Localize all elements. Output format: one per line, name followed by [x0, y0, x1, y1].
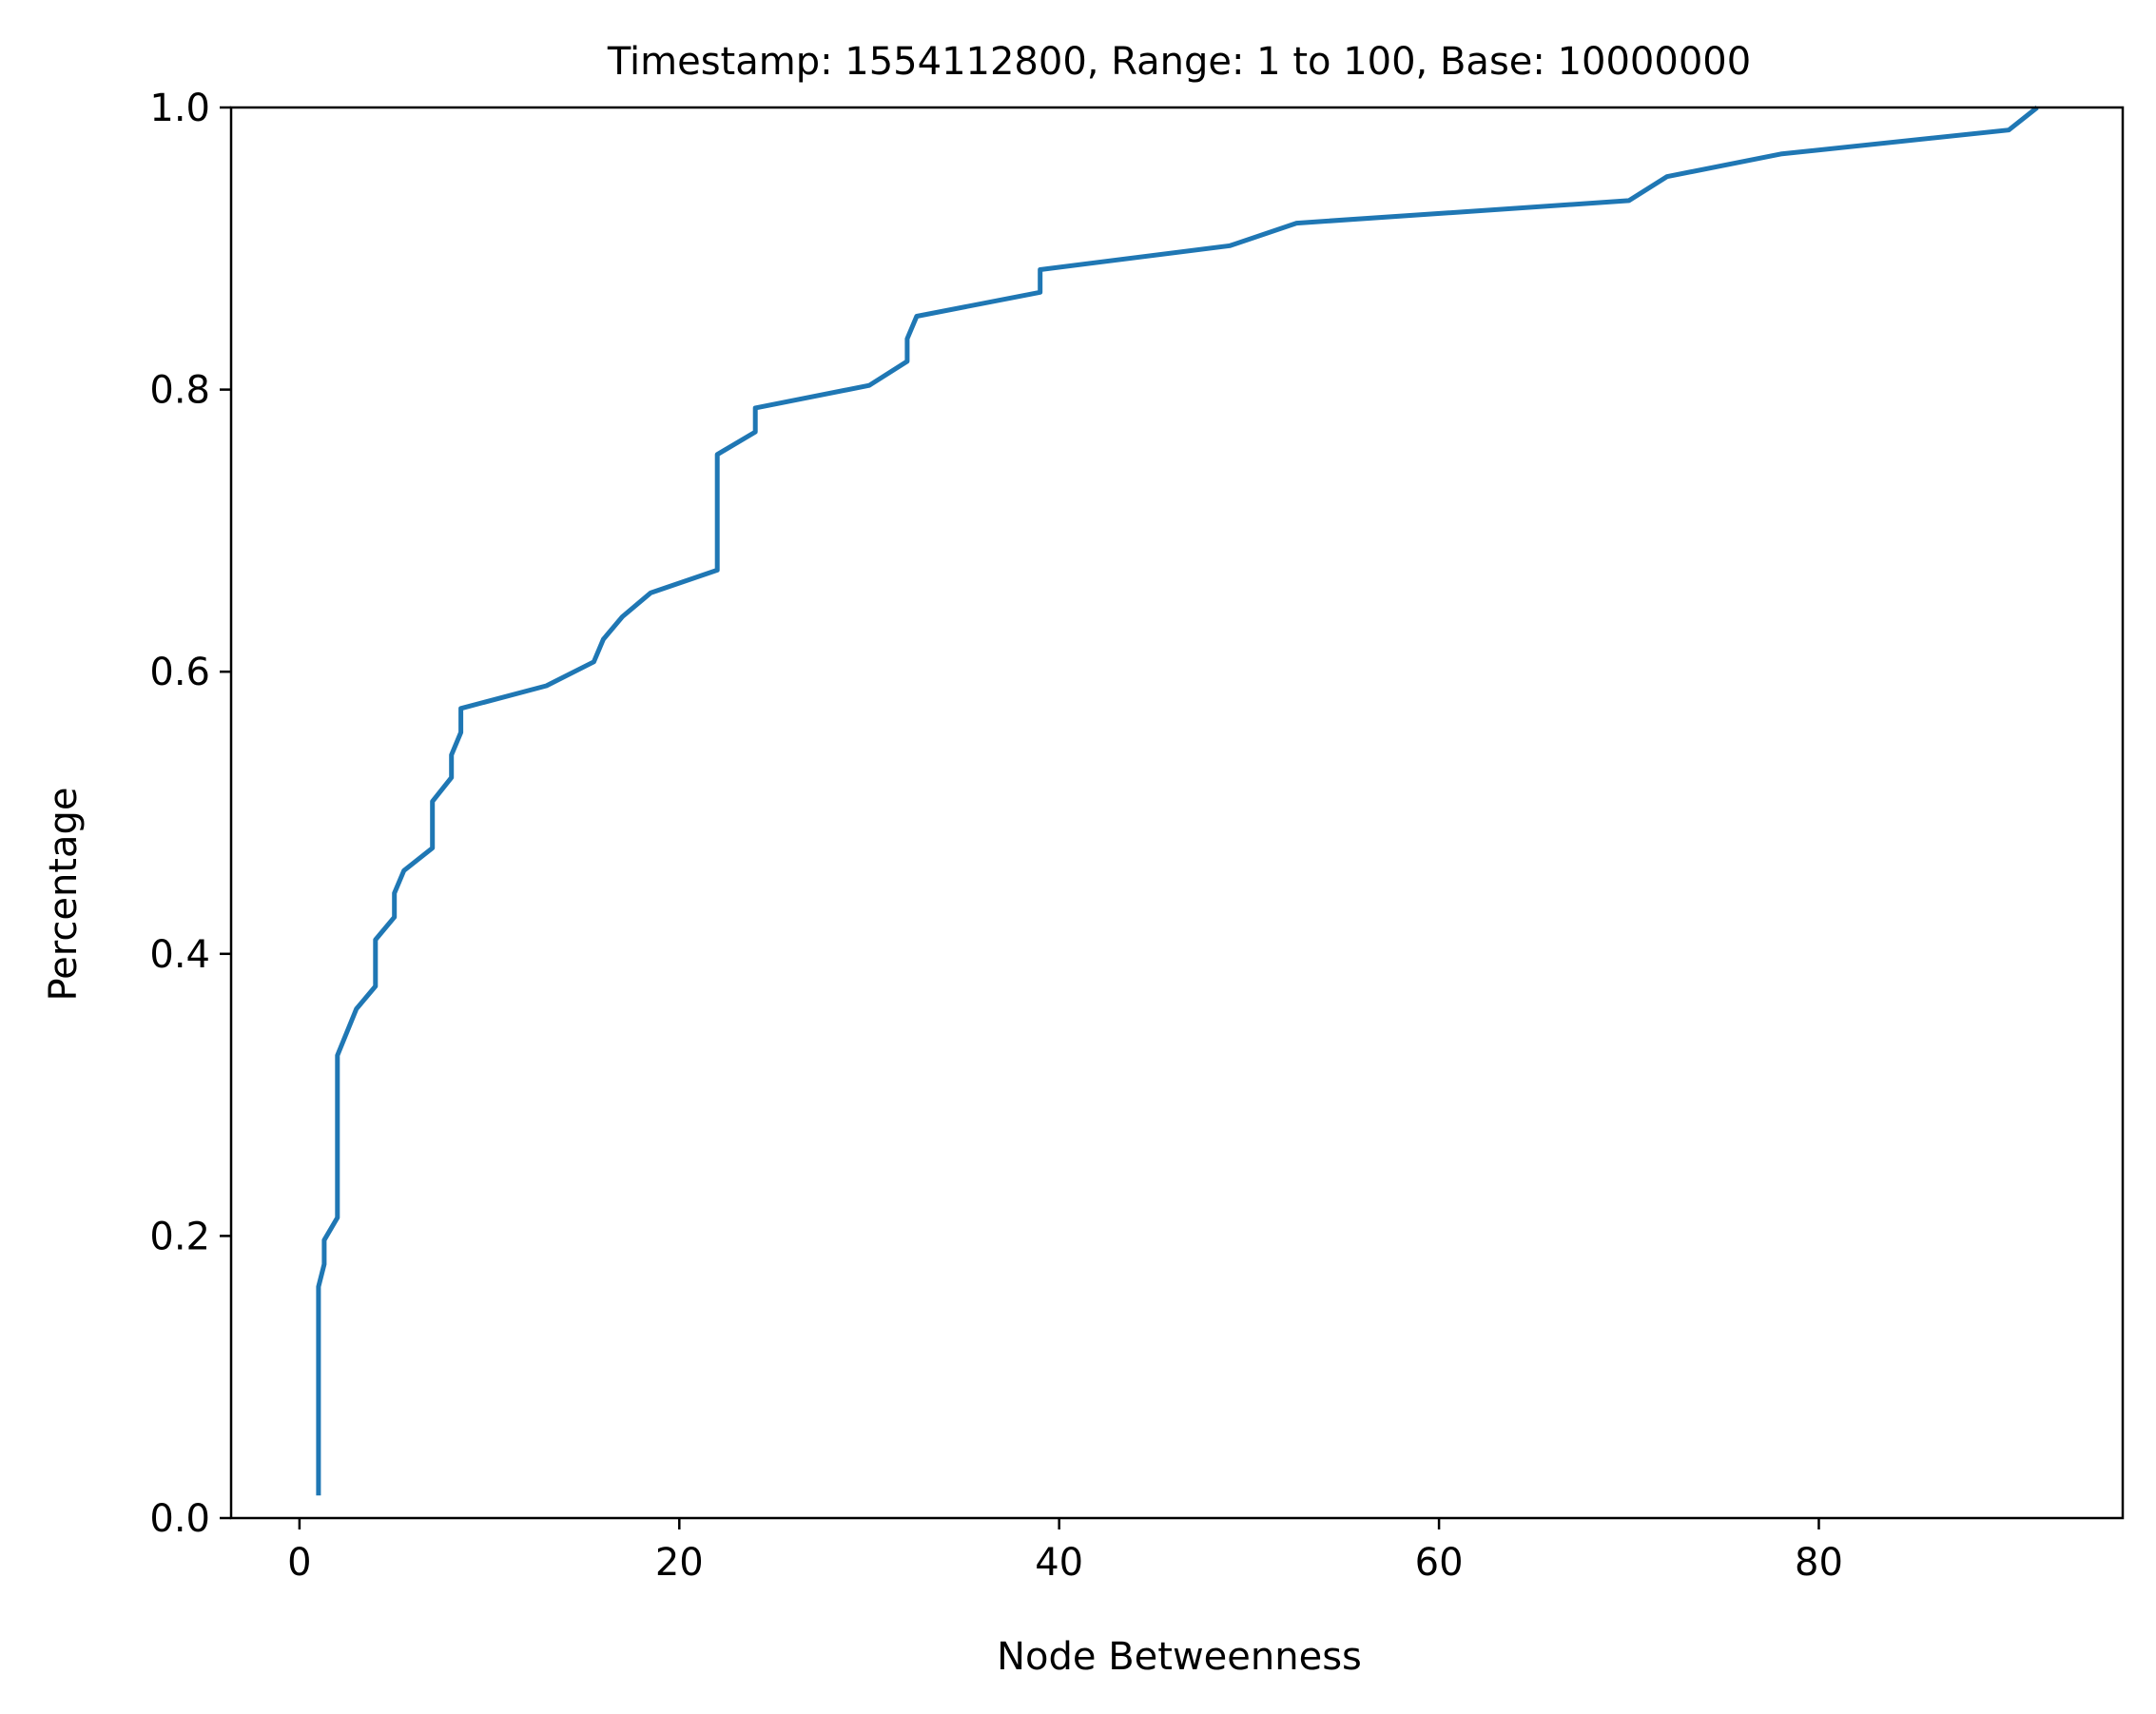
y-tick-label: 0.6: [149, 651, 210, 694]
y-tick-label: 0.4: [149, 933, 210, 977]
x-tick-label: 20: [655, 1541, 704, 1585]
x-tick-label: 40: [1035, 1541, 1083, 1585]
y-tick-label: 0.8: [149, 369, 210, 413]
x-axis-label: Node Betweenness: [997, 1635, 1362, 1679]
plot-area: [229, 106, 2125, 1520]
y-tick-label: 1.0: [149, 87, 210, 130]
chart-title: Timestamp: 1554112800, Range: 1 to 100, …: [607, 40, 1751, 84]
plot-frame: [229, 106, 2125, 1520]
y-axis: 0.0 0.2 0.4 0.6 0.8 1.0: [149, 87, 231, 1541]
x-tick-label: 0: [287, 1541, 311, 1585]
y-tick-label: 0.0: [149, 1497, 210, 1541]
x-axis: 0 20 40 60 80: [287, 1518, 1843, 1585]
series-line: [316, 106, 2039, 1496]
y-tick-label: 0.2: [149, 1215, 210, 1258]
x-tick-label: 80: [1795, 1541, 1843, 1585]
y-axis-label: Percentage: [42, 787, 86, 1001]
x-tick-label: 60: [1415, 1541, 1464, 1585]
